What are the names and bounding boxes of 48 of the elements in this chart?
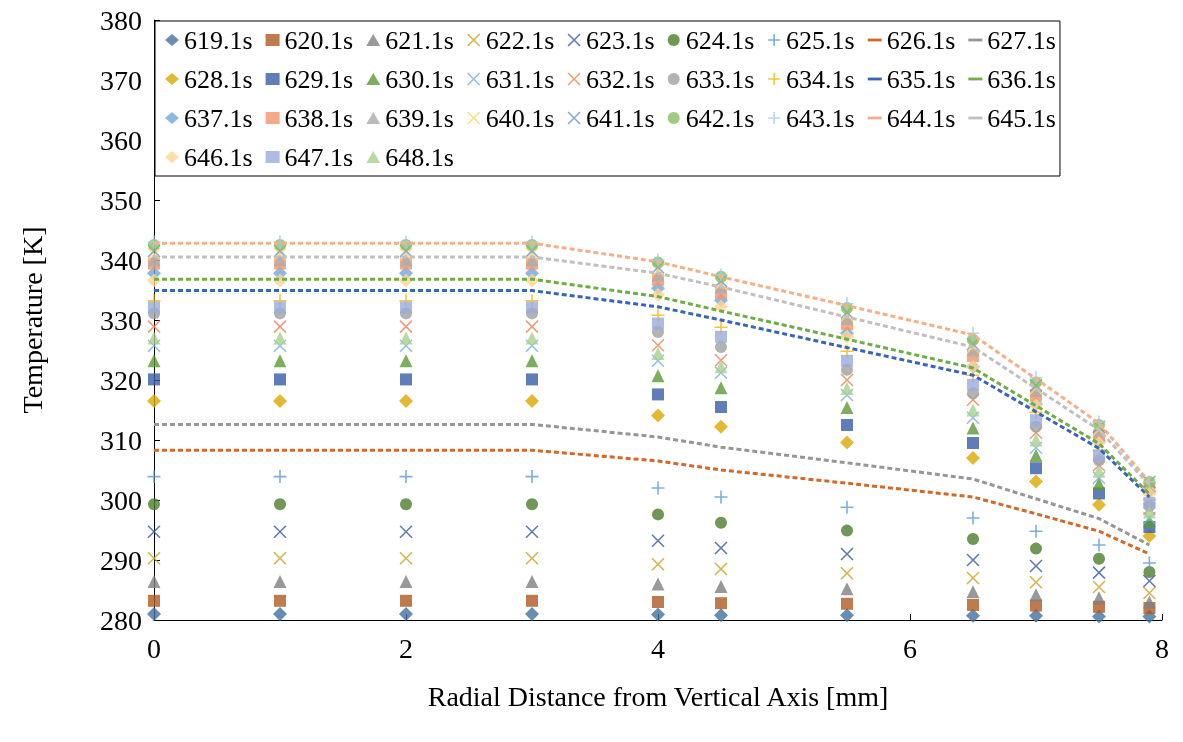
y-tick-label: 300 <box>100 484 142 516</box>
x-tick-label: 8 <box>1155 632 1169 664</box>
legend-label: 647.1s <box>284 142 354 172</box>
legend-label: 642.1s <box>685 103 755 133</box>
y-tick-label: 350 <box>100 184 142 216</box>
x-axis-title: Radial Distance from Vertical Axis [mm] <box>427 680 889 712</box>
x-tick-label: 4 <box>651 632 665 664</box>
legend-label: 626.1s <box>886 25 956 55</box>
legend-label: 629.1s <box>284 64 354 94</box>
y-tick-label: 310 <box>100 424 142 456</box>
legend-label: 645.1s <box>987 103 1056 133</box>
legend-label: 619.1s <box>184 25 253 55</box>
legend-label: 623.1s <box>586 25 655 55</box>
legend-label: 633.1s <box>685 64 755 94</box>
y-tick-label: 340 <box>100 244 142 276</box>
legend-label: 621.1s <box>385 25 454 55</box>
legend-label: 624.1s <box>685 25 755 55</box>
legend-label: 641.1s <box>586 103 655 133</box>
x-tick-label: 0 <box>147 632 161 664</box>
legend-label: 632.1s <box>586 64 655 94</box>
y-tick-label: 360 <box>100 124 142 156</box>
legend-label: 636.1s <box>987 64 1056 94</box>
legend-label: 639.1s <box>385 103 454 133</box>
legend-label: 644.1s <box>886 103 956 133</box>
legend-label: 637.1s <box>184 103 253 133</box>
legend-label: 620.1s <box>284 25 354 55</box>
legend-label: 643.1s <box>786 103 855 133</box>
x-tick-label: 2 <box>399 632 413 664</box>
legend-label: 625.1s <box>786 25 855 55</box>
y-tick-label: 290 <box>100 544 142 576</box>
legend-label: 634.1s <box>786 64 855 94</box>
legend-label: 635.1s <box>886 64 956 94</box>
legend-label: 648.1s <box>385 142 454 172</box>
y-tick-label: 380 <box>100 4 142 36</box>
y-axis-title: Temperature [K] <box>16 226 48 414</box>
y-tick-label: 320 <box>100 364 142 396</box>
y-tick-label: 280 <box>100 604 142 636</box>
legend-label: 640.1s <box>485 103 555 133</box>
legend-label: 622.1s <box>485 25 555 55</box>
legend-label: 638.1s <box>284 103 354 133</box>
y-tick-label: 370 <box>100 64 142 96</box>
legend-label: 627.1s <box>987 25 1056 55</box>
legend-label: 646.1s <box>184 142 253 172</box>
x-tick-label: 6 <box>903 632 917 664</box>
legend-label: 628.1s <box>184 64 253 94</box>
legend-label: 631.1s <box>485 64 555 94</box>
legend-label: 630.1s <box>385 64 454 94</box>
y-tick-label: 330 <box>100 304 142 336</box>
